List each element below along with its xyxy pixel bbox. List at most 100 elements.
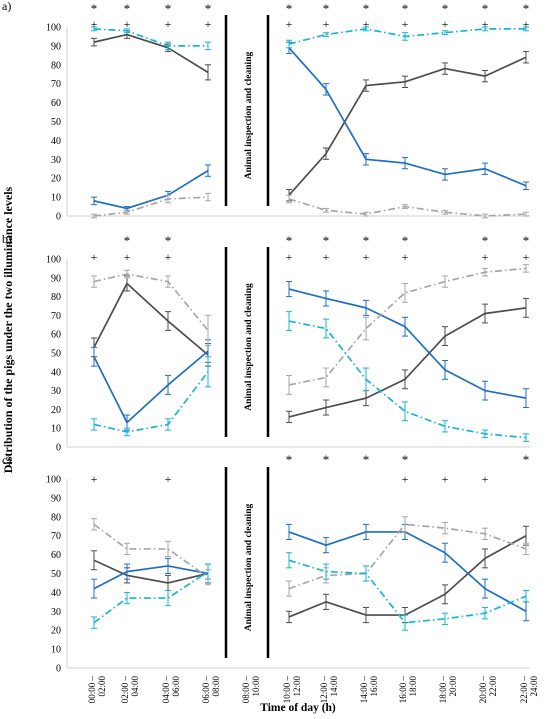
series-line-night [93, 565, 209, 590]
significance-plus: + [165, 472, 172, 486]
series-line-night [93, 523, 209, 578]
x-tick-label: 06:00 –08:00 [201, 676, 221, 704]
x-tick-label: 00:00 –02:00 [87, 676, 107, 704]
x-tick-label: 18:00 –20:00 [438, 676, 458, 704]
x-tick-label-start: 08:00 – [241, 676, 251, 704]
series-line-night [93, 371, 209, 433]
y-tick-label: 60 [51, 550, 61, 561]
significance-plus: + [91, 17, 98, 31]
series-2 [91, 523, 529, 622]
series-4 [91, 311, 529, 442]
series-2 [91, 41, 529, 211]
y-tick-label: 80 [51, 512, 61, 523]
significance-plus: + [442, 17, 449, 31]
significance-plus: + [482, 250, 489, 264]
x-tick-label-end: 06:00 [171, 676, 181, 697]
significance-plus: + [165, 17, 172, 31]
significance-plus: + [402, 250, 409, 264]
significance-plus: + [402, 17, 409, 31]
y-tick-label: 10 [51, 424, 61, 435]
x-tick-label: 02:00 –04:00 [120, 676, 140, 704]
y-tick-label: 30 [51, 607, 61, 618]
x-tick-label-start: 04:00 – [161, 676, 171, 704]
x-axis-title: Time of day (h) [260, 702, 336, 714]
y-tick-label: 60 [51, 98, 61, 109]
significance-star: * [482, 233, 489, 248]
series-line-day [288, 267, 527, 386]
series-line-day [288, 531, 527, 613]
significance-star: * [286, 233, 293, 248]
significance-star: * [286, 1, 293, 16]
significance-plus: + [482, 472, 489, 486]
significance-star: * [124, 233, 131, 248]
x-tick-label-start: 18:00 – [438, 676, 448, 704]
series-3 [91, 264, 529, 395]
series-line-night [93, 350, 209, 424]
significance-plus: + [286, 250, 293, 264]
significance-plus: + [363, 250, 370, 264]
x-tick-label: 12:00 –14:00 [319, 676, 339, 704]
x-tick-label-start: 16:00 – [398, 676, 408, 704]
x-tick-label: 16:00 –18:00 [398, 676, 418, 704]
divider-label: Animal inspection and cleaning [244, 504, 254, 632]
series-line-night [93, 33, 209, 74]
x-tick-label-end: 08:00 [211, 676, 221, 697]
series-line-night [93, 273, 209, 331]
series-line-day [288, 320, 527, 439]
significance-plus: + [442, 472, 449, 486]
y-tick-label: 60 [51, 330, 61, 341]
x-tick-label-start: 14:00 – [359, 676, 369, 704]
significance-star: * [523, 1, 530, 16]
significance-star: * [165, 1, 172, 16]
series-line-night [93, 559, 209, 584]
significance-star: * [402, 233, 409, 248]
x-tick-label-start: 06:00 – [201, 676, 211, 704]
series-3 [91, 516, 529, 597]
x-tick-label: 10:00 –12:00 [282, 676, 302, 704]
significance-star: * [523, 452, 530, 467]
y-tick-label: 70 [51, 531, 61, 542]
y-tick-label: 70 [51, 79, 61, 90]
y-tick-label: 20 [51, 174, 61, 185]
series-1 [91, 525, 529, 624]
significance-star: * [91, 1, 98, 16]
significance-star: * [363, 1, 370, 16]
x-tick-label-end: 22:00 [488, 676, 498, 697]
x-tick-label-end: 20:00 [448, 676, 458, 697]
y-tick-label: 0 [56, 664, 61, 675]
series-4 [91, 26, 529, 51]
significance-plus: + [165, 250, 172, 264]
x-tick-label-end: 24:00 [529, 676, 539, 697]
x-tick-label: 04:00 –06:00 [161, 676, 181, 704]
significance-plus: + [91, 250, 98, 264]
panel-3: c) 0 10 20 30 40 50 60 70 80 90 100 Animal inspectio… [2, 452, 530, 675]
x-tick-label-end: 16:00 [369, 676, 379, 697]
significance-plus: + [323, 17, 330, 31]
x-tick-label-end: 02:00 [97, 676, 107, 697]
y-tick-label: 50 [51, 117, 61, 128]
series-line-day [288, 307, 527, 418]
significance-plus: + [482, 17, 489, 31]
y-tick-label: 0 [56, 443, 61, 454]
y-tick-label: 90 [51, 493, 61, 504]
x-tick-label: 20:00 –22:00 [478, 676, 498, 704]
series-line-day [288, 198, 527, 217]
series-line-day [288, 288, 527, 399]
series-4 [91, 552, 529, 631]
significance-plus: + [124, 17, 131, 31]
y-tick-label: 80 [51, 60, 61, 71]
series-1 [91, 30, 529, 202]
significance-star: * [363, 233, 370, 248]
divider-line-left [224, 247, 228, 437]
y-tick-label: 90 [51, 41, 61, 52]
x-tick-label: 08:00 –10:00 [241, 676, 261, 704]
x-tick-label-end: 18:00 [408, 676, 418, 697]
divider-line-left [224, 15, 228, 206]
x-tick-label-start: 12:00 – [319, 676, 329, 704]
panel-1: a) 0 10 20 30 40 50 60 70 80 90 100 Animal inspectio… [2, 0, 530, 223]
significance-plus: + [124, 250, 131, 264]
y-axis-title: Distribution of the pigs under the two i… [1, 186, 15, 473]
y-tick-label: 20 [51, 626, 61, 637]
divider-line-right [266, 247, 270, 437]
